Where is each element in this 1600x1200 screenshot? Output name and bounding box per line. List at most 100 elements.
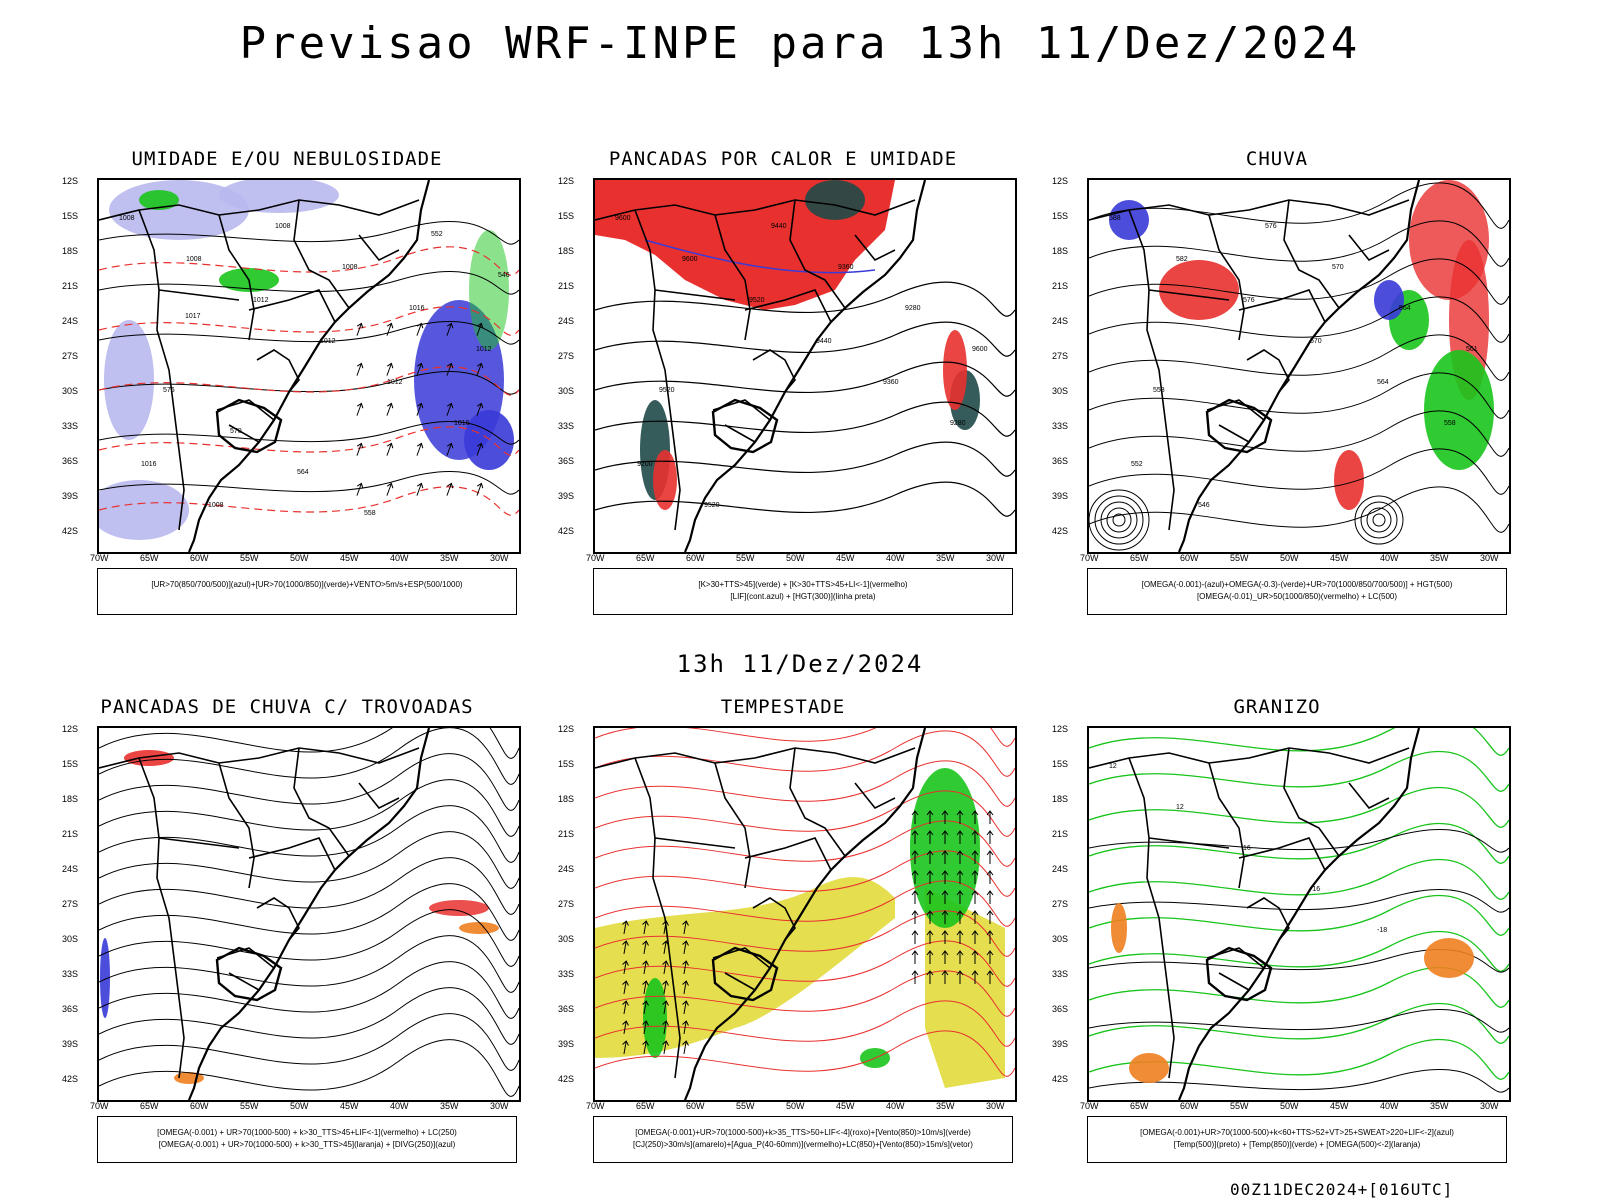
legend-box: [OMEGA(-0.001)+UR>70(1000-500)+k<60+TTS>… <box>1087 1116 1507 1163</box>
longitude-label: 55W <box>1230 1101 1249 1111</box>
latitude-label: 27S <box>558 351 575 361</box>
arrow-head <box>386 322 394 329</box>
coastline <box>1177 728 1421 1100</box>
arrow-head <box>971 870 979 876</box>
wind-vector <box>986 950 994 964</box>
contour-line <box>1089 859 1509 900</box>
instability-red-area <box>653 450 677 510</box>
wind-vector <box>911 870 919 884</box>
contour-line <box>595 880 1015 927</box>
contour-line <box>99 779 519 837</box>
arrow-head <box>682 960 689 966</box>
wind-vector <box>622 980 629 994</box>
coastline <box>683 180 927 552</box>
wind-arrow <box>416 322 424 336</box>
panel-pancadas-calor: PANCADAS POR CALOR E UMIDADE 9600 9600 952… <box>538 148 1028 623</box>
latitude-label: 39S <box>1052 1039 1069 1049</box>
arrow-head <box>622 1020 629 1026</box>
contour-value-label: 1016 <box>454 420 470 427</box>
arrow-head <box>662 1020 669 1026</box>
arrow-head <box>926 950 934 956</box>
contour-line <box>595 1000 1015 1047</box>
latitude-label: 39S <box>1052 491 1069 501</box>
contour-line <box>1089 334 1509 381</box>
wind-vector <box>971 810 979 824</box>
contour-line <box>595 820 1015 867</box>
arrow-head <box>911 810 919 816</box>
border-line <box>1283 199 1340 309</box>
low-pressure-ring <box>1094 495 1144 545</box>
contour-line <box>595 361 1015 397</box>
wind-vector <box>926 850 934 864</box>
latitude-label: 12S <box>1052 176 1069 186</box>
arrow-head <box>986 910 994 916</box>
low-pressure-ring <box>1100 501 1138 539</box>
latitude-label: 36S <box>62 1004 79 1014</box>
low-pressure-ring <box>1112 513 1126 527</box>
arrow-shaft <box>663 942 667 954</box>
longitude-label: 50W <box>290 553 309 563</box>
low-pressure-ring <box>1106 507 1132 533</box>
longitude-label: 55W <box>1230 553 1249 563</box>
contour-line <box>99 728 519 759</box>
arrow-head <box>662 1000 669 1006</box>
legend-box: [OMEGA(-0.001) + UR>70(1000-500) + k>30_… <box>97 1116 517 1163</box>
contour-line <box>1089 220 1509 267</box>
contour-line <box>1089 1008 1509 1033</box>
contour-line <box>99 1039 519 1097</box>
wind-vector <box>926 830 934 844</box>
latitude-label: 18S <box>62 246 79 256</box>
wind-arrow <box>386 322 394 336</box>
latitude-label: 21S <box>1052 281 1069 291</box>
border-line <box>714 762 751 889</box>
arrow-head <box>446 482 454 489</box>
contour-line <box>1089 728 1509 756</box>
contour-value-label: 558 <box>1444 420 1456 427</box>
latitude-label: 12S <box>558 724 575 734</box>
arrow-shaft <box>643 942 647 954</box>
longitude-label: 35W <box>440 553 459 563</box>
contour-line <box>1089 296 1509 343</box>
panel-title: TEMPESTADE <box>720 696 846 718</box>
latitude-label: 21S <box>62 281 79 291</box>
border-line <box>1246 349 1290 393</box>
contour-value-label: 1016 <box>141 461 157 468</box>
wind-vector <box>971 850 979 864</box>
arrow-shaft <box>386 484 392 496</box>
wind-vector <box>971 950 979 964</box>
arrow-head <box>926 850 934 856</box>
border-line <box>358 234 400 262</box>
wind-vector <box>941 910 949 924</box>
longitude-label: 35W <box>936 553 955 563</box>
arrow-head <box>356 402 364 409</box>
wind-vector <box>622 940 629 954</box>
map-umidade: 1008 1008 1012 1012 1012 1016 1016 1008 1008 1008… <box>97 178 521 554</box>
wind-vector <box>986 810 994 824</box>
wind-vector <box>926 810 934 824</box>
contour-value-label: 9520 <box>749 297 765 304</box>
contour-line <box>99 220 519 245</box>
contour-value-label: 576 <box>1265 223 1277 230</box>
wind-vector <box>926 930 934 944</box>
wind-arrow <box>446 402 454 416</box>
border-line <box>1218 972 1250 991</box>
arrow-head <box>911 830 919 836</box>
wind-arrow <box>446 362 454 376</box>
legend-box: [OMEGA(-0.001)+UR>70(1000-500)+k>35_TTS>… <box>593 1116 1013 1163</box>
arrow-shaft <box>386 444 392 456</box>
contour-value-label: 9280 <box>950 420 966 427</box>
coastline <box>187 728 431 1100</box>
arrow-shaft <box>416 364 422 376</box>
contour-line <box>99 935 519 993</box>
arrow-shaft <box>663 1042 667 1054</box>
longitude-label: 30W <box>986 1101 1005 1111</box>
contour-line <box>1089 1068 1509 1093</box>
contour-line <box>99 320 519 345</box>
arrow-head <box>926 870 934 876</box>
instability-red-area <box>943 330 967 410</box>
contour-value-label: 1012 <box>387 379 403 386</box>
arrow-head <box>941 950 949 956</box>
contour-value-label: 576 <box>1243 297 1255 304</box>
longitude-label: 65W <box>1130 1101 1149 1111</box>
latitude-label: 27S <box>1052 899 1069 909</box>
